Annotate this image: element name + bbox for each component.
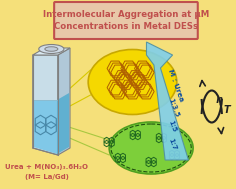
Text: T: T (223, 105, 230, 115)
Polygon shape (58, 48, 70, 155)
FancyBboxPatch shape (54, 2, 198, 39)
Ellipse shape (39, 44, 64, 53)
Text: η: η (216, 95, 223, 105)
Polygon shape (33, 55, 58, 155)
Polygon shape (57, 93, 69, 154)
Ellipse shape (88, 50, 177, 115)
Text: 1:5: 1:5 (167, 119, 177, 133)
Text: M : Urea: M : Urea (167, 68, 184, 102)
Text: Intermolecular Aggregation at μM
Concentrations in Metal DESs: Intermolecular Aggregation at μM Concent… (43, 10, 209, 31)
Text: 1:3.5: 1:3.5 (167, 98, 179, 119)
Text: (M= La/Gd): (M= La/Gd) (25, 174, 69, 180)
Polygon shape (34, 100, 57, 154)
Ellipse shape (109, 122, 193, 174)
Text: Urea + M(NO₃)₃.6H₂O: Urea + M(NO₃)₃.6H₂O (5, 164, 88, 170)
Text: 1:7: 1:7 (167, 137, 177, 151)
Ellipse shape (45, 47, 58, 51)
Polygon shape (33, 48, 70, 55)
Polygon shape (147, 42, 188, 160)
